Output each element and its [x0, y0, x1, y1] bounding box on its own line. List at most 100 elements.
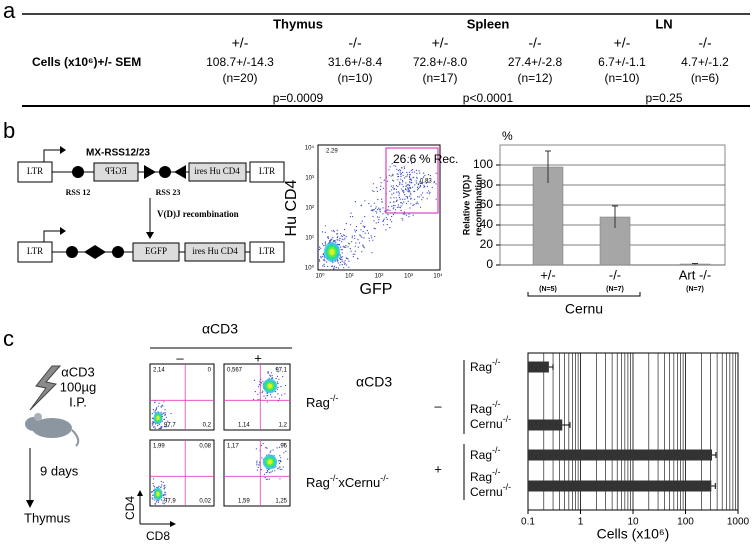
event-dot: [386, 180, 389, 182]
event-dot: [371, 209, 373, 211]
event-dot: [428, 193, 430, 195]
event-dot: [392, 175, 394, 177]
event-dot: [389, 190, 391, 192]
event-dot: [393, 165, 395, 167]
event-dot: [275, 466, 277, 468]
event-dot: [278, 462, 281, 464]
event-dot: [391, 193, 393, 195]
event-dot: [362, 225, 364, 227]
event-dot: [254, 391, 256, 393]
axis-arrows: [139, 496, 170, 525]
event-dot: [402, 186, 404, 188]
event-dot: [343, 239, 345, 241]
event-dot: [408, 187, 410, 189]
event-dot: [258, 464, 260, 466]
event-dot: [153, 485, 155, 487]
event-dot: [285, 450, 287, 452]
event-dot: [416, 176, 418, 178]
event-dot: [378, 207, 380, 209]
panel-label: c: [3, 326, 14, 351]
event-dot: [415, 203, 417, 205]
event-dot: [257, 398, 259, 401]
event-dot: [392, 173, 394, 175]
event-dot: [340, 235, 342, 237]
event-dot: [319, 246, 321, 248]
event-dot: [364, 232, 366, 234]
event-dot: [415, 180, 417, 182]
event-dot: [268, 377, 270, 379]
event-dot: [262, 390, 264, 392]
event-dot: [333, 231, 335, 233]
treatment-diagram: [25, 365, 80, 508]
event-dot: [278, 378, 280, 380]
event-dot: [417, 203, 419, 205]
event-dot: [376, 187, 378, 189]
event-dot: [399, 181, 401, 183]
event-dot: [417, 196, 419, 198]
event-dot: [345, 245, 347, 247]
p-value: p=0.25: [645, 91, 682, 105]
x-tick-label: -/-: [609, 267, 621, 282]
treatment-organ: Thymus: [24, 510, 71, 525]
event-dot: [400, 175, 402, 177]
genotype-label: +/-: [432, 35, 449, 51]
event-dot: [322, 254, 324, 256]
event-dot: [345, 222, 347, 225]
event-dot: [337, 262, 339, 264]
panel-label: a: [3, 0, 16, 23]
event-dot: [278, 460, 280, 462]
event-dot: [256, 460, 258, 462]
event-dot: [399, 184, 401, 186]
event-dot: [337, 259, 339, 261]
event-dot: [345, 236, 347, 238]
event-dot: [339, 258, 341, 261]
y-tick-label: 10²: [305, 206, 314, 212]
event-dot: [383, 218, 385, 220]
sample-size: (N=7): [606, 286, 624, 293]
event-dot: [327, 237, 329, 239]
row-label: Cells (x10⁶)+/- SEM: [32, 55, 141, 69]
cell-count: (n=12): [517, 71, 552, 85]
event-dot: [402, 171, 404, 174]
ltr-box: [249, 161, 285, 183]
event-dot: [275, 368, 278, 370]
quadrant-label: 2,14: [153, 368, 165, 374]
event-dot: [340, 246, 342, 248]
event-dot: [350, 250, 352, 252]
event-dot: [393, 207, 395, 209]
egfp-box: [93, 162, 139, 182]
event-dot: [336, 237, 338, 239]
event-dot: [400, 170, 402, 172]
event-dot: [406, 197, 409, 199]
event-dot: [279, 455, 281, 457]
x-tick-label: 100: [677, 517, 694, 528]
event-dot: [382, 213, 384, 215]
event-dot: [279, 468, 281, 471]
event-dot: [411, 171, 413, 173]
event-dot: [281, 394, 283, 396]
event-dot: [332, 240, 334, 242]
event-dot: [157, 424, 159, 427]
event-dot: [155, 501, 158, 503]
event-dot: [354, 229, 356, 231]
event-dot: [265, 447, 267, 449]
event-dot: [412, 204, 414, 206]
x-tick-label: Art -/-: [679, 267, 712, 282]
event-dot: [255, 448, 257, 450]
event-dot: [152, 418, 154, 420]
event-dot: [156, 407, 158, 409]
event-dot: [157, 405, 159, 407]
event-dot: [266, 470, 269, 472]
event-dot: [323, 263, 325, 265]
event-dot: [163, 418, 165, 421]
event-dot: [390, 197, 392, 199]
event-dot: [401, 217, 403, 220]
event-dot: [344, 234, 346, 236]
event-dot: [277, 382, 279, 385]
event-dot: [427, 174, 430, 176]
event-dot: [399, 169, 401, 171]
event-dot: [360, 235, 362, 237]
event-dot: [402, 181, 404, 183]
event-dot: [265, 478, 267, 480]
event-dot: [423, 186, 425, 188]
